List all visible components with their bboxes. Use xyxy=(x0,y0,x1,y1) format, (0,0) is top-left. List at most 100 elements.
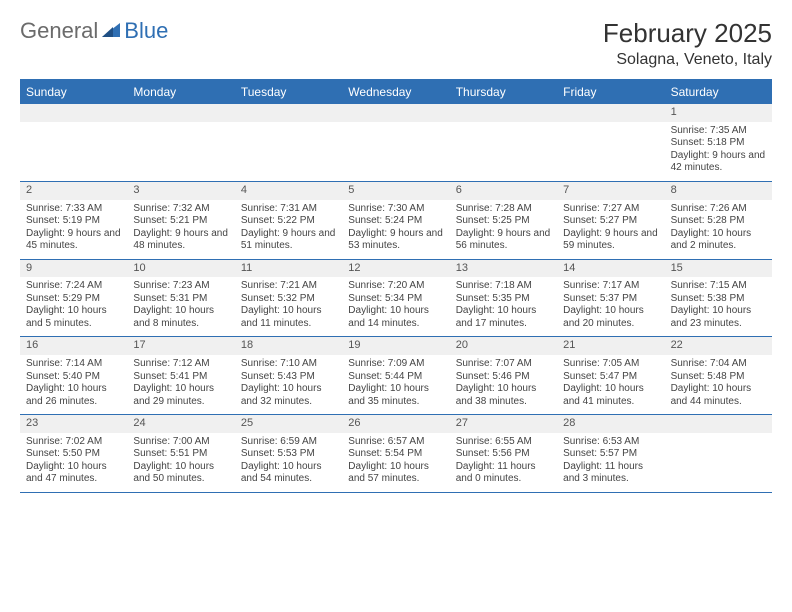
calendar-day-cell: 18Sunrise: 7:10 AMSunset: 5:43 PMDayligh… xyxy=(235,337,342,414)
calendar-empty-cell xyxy=(665,415,772,492)
day-number: 20 xyxy=(450,337,557,355)
daylight-line: Daylight: 10 hours and 23 minutes. xyxy=(671,305,766,330)
sunset-line: Sunset: 5:37 PM xyxy=(563,293,658,306)
calendar-day-cell: 9Sunrise: 7:24 AMSunset: 5:29 PMDaylight… xyxy=(20,260,127,337)
sunrise-line: Sunrise: 7:26 AM xyxy=(671,203,766,216)
day-number: 11 xyxy=(235,260,342,278)
sunrise-line: Sunrise: 7:10 AM xyxy=(241,358,336,371)
daylight-line: Daylight: 10 hours and 5 minutes. xyxy=(26,305,121,330)
calendar-day-cell: 26Sunrise: 6:57 AMSunset: 5:54 PMDayligh… xyxy=(342,415,449,492)
weekday-header: Monday xyxy=(127,80,234,104)
logo-triangle-icon xyxy=(102,21,120,42)
sunset-line: Sunset: 5:32 PM xyxy=(241,293,336,306)
day-number: 10 xyxy=(127,260,234,278)
sunrise-line: Sunrise: 7:21 AM xyxy=(241,280,336,293)
day-number: 17 xyxy=(127,337,234,355)
calendar-day-cell: 11 Sunrise: 7:21 AMSunset: 5:32 PMDayligh… xyxy=(235,260,342,337)
weekday-header: Thursday xyxy=(450,80,557,104)
calendar-empty-cell xyxy=(557,104,664,181)
day-number: 16 xyxy=(20,337,127,355)
calendar-weeks: 1 Sunrise: 7:35 AMSunset: 5:18 PM Daylight… xyxy=(20,104,772,493)
sunset-line: Sunset: 5:25 PM xyxy=(456,215,551,228)
sunset-line: Sunset: 5:21 PM xyxy=(133,215,228,228)
sunset-line: Sunset: 5:24 PM xyxy=(348,215,443,228)
sunrise-line: Sunrise: 7:14 AM xyxy=(26,358,121,371)
day-number-empty xyxy=(665,415,772,433)
calendar-day-cell: 21Sunrise: 7:05 AMSunset: 5:47 PMDayligh… xyxy=(557,337,664,414)
sunrise-line: Sunrise: 7:15 AM xyxy=(671,280,766,293)
weekday-header: Saturday xyxy=(665,80,772,104)
daylight-line: Daylight: 9 hours and 51 minutes. xyxy=(241,228,336,253)
daylight-line: Daylight: 11 hours and 0 minutes. xyxy=(456,461,551,486)
calendar-day-cell: 7Sunrise: 7:27 AMSunset: 5:27 PMDaylight… xyxy=(557,182,664,259)
day-number-empty xyxy=(557,104,664,122)
sunset-line: Sunset: 5:35 PM xyxy=(456,293,551,306)
sunrise-line: Sunrise: 7:17 AM xyxy=(563,280,658,293)
calendar-day-cell: 24Sunrise: 7:00 AMSunset: 5:51 PMDayligh… xyxy=(127,415,234,492)
calendar-day-cell: 2Sunrise: 7:33 AMSunset: 5:19 PMDaylight… xyxy=(20,182,127,259)
day-number: 25 xyxy=(235,415,342,433)
sunset-line: Sunset: 5:48 PM xyxy=(671,371,766,384)
day-number: 12 xyxy=(342,260,449,278)
sunset-line: Sunset: 5:56 PM xyxy=(456,448,551,461)
day-number: 2 xyxy=(20,182,127,200)
day-number: 28 xyxy=(557,415,664,433)
calendar-empty-cell xyxy=(20,104,127,181)
sunrise-line: Sunrise: 7:04 AM xyxy=(671,358,766,371)
daylight-line: Daylight: 10 hours and 29 minutes. xyxy=(133,383,228,408)
sunset-line: Sunset: 5:29 PM xyxy=(26,293,121,306)
day-number: 1 xyxy=(665,104,772,122)
logo: General Blue xyxy=(20,18,168,44)
sunrise-line: Sunrise: 7:12 AM xyxy=(133,358,228,371)
calendar-day-cell: 1Sunrise: 7:35 AMSunset: 5:18 PMDaylight… xyxy=(665,104,772,181)
calendar-day-cell: 15Sunrise: 7:15 AMSunset: 5:38 PMDayligh… xyxy=(665,260,772,337)
daylight-line: Daylight: 10 hours and 38 minutes. xyxy=(456,383,551,408)
day-number: 14 xyxy=(557,260,664,278)
calendar-empty-cell xyxy=(342,104,449,181)
sunrise-line: Sunrise: 7:23 AM xyxy=(133,280,228,293)
calendar-day-cell: 17Sunrise: 7:12 AMSunset: 5:41 PMDayligh… xyxy=(127,337,234,414)
sunrise-line: Sunrise: 7:33 AM xyxy=(26,203,121,216)
day-number: 7 xyxy=(557,182,664,200)
day-number: 13 xyxy=(450,260,557,278)
day-number-empty xyxy=(342,104,449,122)
daylight-line: Daylight: 10 hours and 41 minutes. xyxy=(563,383,658,408)
calendar-week: 9Sunrise: 7:24 AMSunset: 5:29 PMDaylight… xyxy=(20,260,772,338)
weekday-header: Friday xyxy=(557,80,664,104)
day-number-empty xyxy=(235,104,342,122)
calendar-day-cell: 19Sunrise: 7:09 AMSunset: 5:44 PMDayligh… xyxy=(342,337,449,414)
weekday-header: Tuesday xyxy=(235,80,342,104)
daylight-line: Daylight: 10 hours and 17 minutes. xyxy=(456,305,551,330)
calendar-empty-cell xyxy=(127,104,234,181)
day-number: 22 xyxy=(665,337,772,355)
day-number: 27 xyxy=(450,415,557,433)
sunrise-line: Sunrise: 7:27 AM xyxy=(563,203,658,216)
sunrise-line: Sunrise: 7:30 AM xyxy=(348,203,443,216)
day-number-empty xyxy=(127,104,234,122)
sunrise-line: Sunrise: 7:35 AM xyxy=(671,125,766,138)
sunset-line: Sunset: 5:38 PM xyxy=(671,293,766,306)
sunrise-line: Sunrise: 7:32 AM xyxy=(133,203,228,216)
day-number: 23 xyxy=(20,415,127,433)
daylight-line: Daylight: 10 hours and 11 minutes. xyxy=(241,305,336,330)
header: General Blue February 2025 Solagna, Vene… xyxy=(20,18,772,69)
daylight-line: Daylight: 9 hours and 56 minutes. xyxy=(456,228,551,253)
sunset-line: Sunset: 5:40 PM xyxy=(26,371,121,384)
calendar-week: 16 Sunrise: 7:14 AMSunset: 5:40 PM Dayligh… xyxy=(20,337,772,415)
daylight-line: Daylight: 10 hours and 14 minutes. xyxy=(348,305,443,330)
calendar-empty-cell xyxy=(235,104,342,181)
calendar-day-cell: 22Sunrise: 7:04 AMSunset: 5:48 PMDayligh… xyxy=(665,337,772,414)
daylight-line: Daylight: 10 hours and 20 minutes. xyxy=(563,305,658,330)
sunset-line: Sunset: 5:28 PM xyxy=(671,215,766,228)
calendar-day-cell: 4Sunrise: 7:31 AMSunset: 5:22 PMDaylight… xyxy=(235,182,342,259)
day-number-empty xyxy=(450,104,557,122)
sunset-line: Sunset: 5:54 PM xyxy=(348,448,443,461)
sunset-line: Sunset: 5:18 PM xyxy=(671,137,766,150)
sunrise-line: Sunrise: 7:09 AM xyxy=(348,358,443,371)
location-label: Solagna, Veneto, Italy xyxy=(603,51,772,69)
sunset-line: Sunset: 5:50 PM xyxy=(26,448,121,461)
calendar-day-cell: 10Sunrise: 7:23 AMSunset: 5:31 PMDayligh… xyxy=(127,260,234,337)
calendar-day-cell: 12Sunrise: 7:20 AMSunset: 5:34 PMDayligh… xyxy=(342,260,449,337)
calendar-day-cell: 13Sunrise: 7:18 AMSunset: 5:35 PMDayligh… xyxy=(450,260,557,337)
calendar-day-cell: 5Sunrise: 7:30 AMSunset: 5:24 PMDaylight… xyxy=(342,182,449,259)
